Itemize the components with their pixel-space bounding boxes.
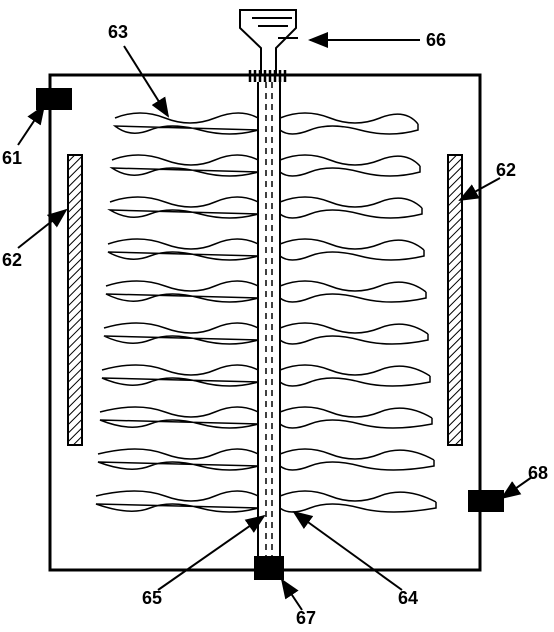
main-enclosure: [50, 75, 480, 570]
label-63: 63: [108, 22, 128, 43]
label-62-left: 62: [2, 250, 22, 271]
label-66: 66: [426, 30, 446, 51]
arrow-61: [18, 106, 44, 145]
arrow-63: [124, 46, 168, 116]
label-65: 65: [142, 588, 162, 609]
arrow-65: [158, 516, 264, 590]
diagram-container: 61 62 62 63 64 65 66 67 68: [0, 0, 554, 632]
label-62-right: 62: [496, 160, 516, 181]
funnel-66: [240, 10, 298, 75]
label-67: 67: [296, 608, 316, 629]
arrow-62-left: [18, 210, 66, 248]
schematic-svg: [0, 0, 554, 632]
arrow-64: [294, 512, 402, 590]
right-bar-62: [448, 155, 462, 445]
arrow-67: [282, 580, 302, 610]
block-68: [468, 490, 504, 512]
block-61: [36, 88, 72, 110]
label-61: 61: [2, 148, 22, 169]
label-68: 68: [528, 463, 548, 484]
left-bar-62: [68, 155, 82, 445]
central-tube: [258, 82, 280, 556]
label-64: 64: [398, 588, 418, 609]
block-67: [254, 556, 284, 580]
